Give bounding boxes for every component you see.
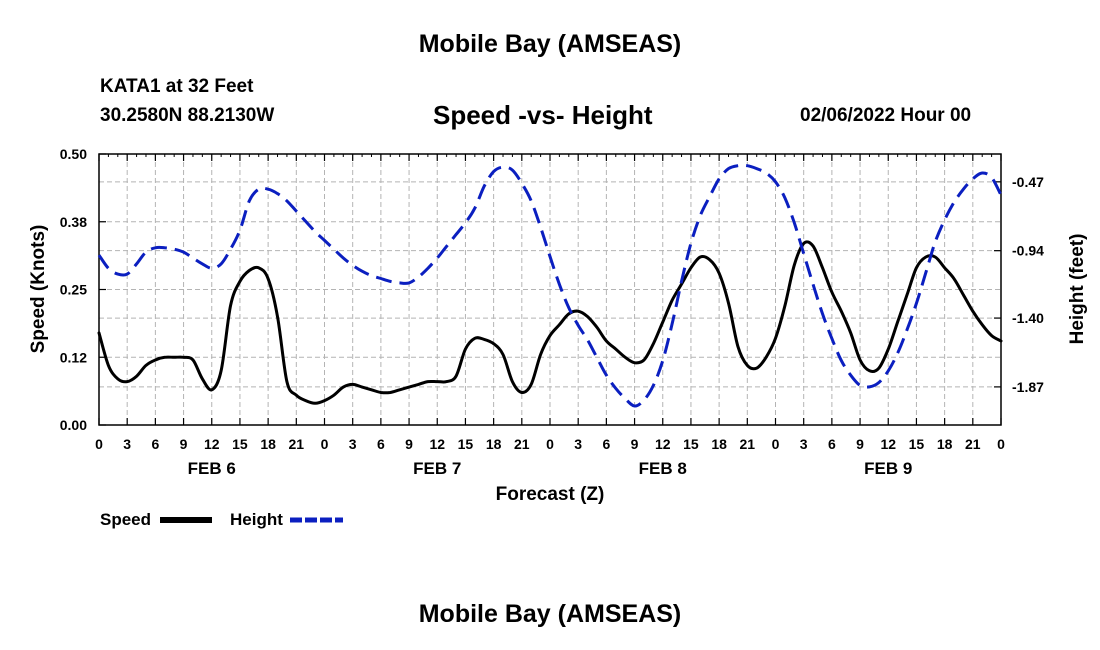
- x-tick-label: 6: [377, 436, 385, 452]
- axis-labels: Forecast (Z) Speed (Knots) Height (feet): [28, 225, 1088, 505]
- x-tick-label: 12: [204, 436, 220, 452]
- x-tick-label: 0: [546, 436, 554, 452]
- y2-tick-label: -0.47: [1012, 174, 1044, 190]
- y2-tick-label: -1.87: [1012, 379, 1044, 395]
- series-line-speed: [97, 240, 1003, 405]
- series: [97, 163, 1003, 408]
- datetime-label: 02/06/2022 Hour 00: [800, 105, 972, 126]
- legend: Speed Height: [100, 510, 343, 529]
- bottom-title: Mobile Bay (AMSEAS): [418, 600, 682, 628]
- x-tick-label: 0: [321, 436, 329, 452]
- y2-tick-label: -1.40: [1012, 310, 1044, 326]
- x-tick-label: 12: [655, 436, 671, 452]
- x-tick-label: 9: [180, 436, 188, 452]
- x-tick-label: 0: [95, 436, 103, 452]
- x-tick-label: 15: [232, 436, 248, 452]
- x-tick-label: 15: [909, 436, 925, 452]
- x-tick-label: 18: [711, 436, 727, 452]
- coordinates-label: 30.2580N 88.2130W: [100, 105, 275, 126]
- x-axis-label: Forecast (Z): [496, 484, 605, 505]
- x-tick-label: 9: [405, 436, 413, 452]
- x-tick-label: 18: [260, 436, 276, 452]
- legend-label-speed: Speed: [100, 510, 151, 529]
- y-tick-label: 0.12: [60, 349, 87, 365]
- day-label: FEB 9: [864, 459, 912, 478]
- x-tick-label: 21: [289, 436, 305, 452]
- day-label: FEB 7: [413, 459, 461, 478]
- axis-ticks: 0 3 6 9 12 15 18 21 0 3 6 9 12 15 18 21 0 3 6 9 12 15 18 21 0 3 6 9…: [60, 146, 1044, 478]
- x-tick-label: 3: [123, 436, 131, 452]
- x-tick-label: 3: [349, 436, 357, 452]
- x-tick-label: 12: [880, 436, 896, 452]
- x-tick-label: 21: [740, 436, 756, 452]
- x-tick-label: 15: [683, 436, 699, 452]
- x-tick-label: 9: [856, 436, 864, 452]
- y-axis-label: Speed (Knots): [28, 225, 49, 354]
- x-tick-label: 15: [458, 436, 474, 452]
- x-tick-label: 0: [997, 436, 1005, 452]
- y2-tick-label: -0.94: [1012, 243, 1044, 259]
- x-tick-label: 3: [800, 436, 808, 452]
- station-label: KATA1 at 32 Feet: [100, 76, 254, 97]
- x-tick-label: 6: [151, 436, 159, 452]
- legend-label-height: Height: [230, 510, 283, 529]
- x-tick-label: 9: [631, 436, 639, 452]
- y-tick-label: 0.50: [60, 146, 87, 162]
- y-tick-label: 0.25: [60, 282, 87, 298]
- day-label: FEB 8: [639, 459, 687, 478]
- x-tick-label: 18: [486, 436, 502, 452]
- chart-subtitle: Speed -vs- Height: [433, 100, 653, 130]
- x-tick-label: 21: [514, 436, 530, 452]
- day-label: FEB 6: [188, 459, 236, 478]
- grid: [99, 154, 1001, 425]
- y-tick-label: 0.38: [60, 214, 87, 230]
- x-tick-label: 18: [937, 436, 953, 452]
- x-tick-label: 21: [965, 436, 981, 452]
- x-tick-label: 6: [602, 436, 610, 452]
- x-tick-label: 12: [429, 436, 445, 452]
- y-tick-label: 0.00: [60, 417, 87, 433]
- x-tick-label: 0: [772, 436, 780, 452]
- chart-title: Mobile Bay (AMSEAS): [418, 30, 682, 58]
- y2-axis-label: Height (feet): [1067, 234, 1088, 345]
- series-line-height: [97, 163, 1003, 408]
- x-tick-label: 3: [574, 436, 582, 452]
- x-tick-label: 6: [828, 436, 836, 452]
